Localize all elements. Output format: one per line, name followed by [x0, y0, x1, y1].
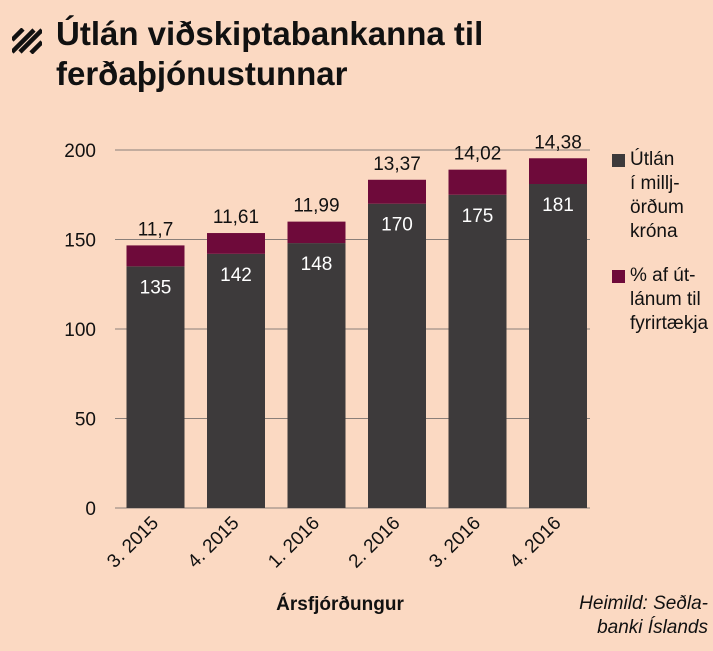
y-tick-label-0: 0 — [85, 499, 96, 520]
bar-loans-0 — [126, 266, 185, 508]
legend-label-loans-1: Útlán — [630, 149, 675, 170]
x-tick-label-5: 4. 2016 — [506, 513, 566, 573]
data-label-loans-2: 148 — [301, 254, 333, 275]
bar-loans-3 — [368, 203, 426, 508]
chart-title-line-2: ferðaþjónustunnar — [56, 55, 348, 92]
y-tick-label-150: 150 — [64, 231, 96, 252]
y-tick-label-50: 50 — [75, 410, 96, 431]
bars-layer — [126, 158, 587, 508]
bar-percent-2 — [287, 221, 346, 244]
data-label-loans-4: 175 — [462, 206, 494, 227]
bar-loans-4 — [448, 194, 507, 508]
data-label-percent-2: 11,99 — [293, 196, 339, 217]
bar-percent-5 — [529, 158, 587, 185]
data-label-percent-0: 11,7 — [138, 219, 174, 240]
x-tick-labels: 3. 2015 4. 2015 1. 2016 2. 2016 3. 2016 4. 20… — [103, 513, 565, 573]
source-line-2: banki Íslands — [597, 617, 708, 638]
legend-label-loans-4: króna — [630, 221, 678, 242]
bar-percent-3 — [368, 179, 426, 204]
data-label-percent-1: 11,61 — [213, 207, 259, 228]
chart-title: Útlán viðskiptabankanna til ferðaþjónust… — [56, 14, 676, 94]
legend-item-loans: Útlán í millj- örðum króna — [612, 148, 712, 244]
source-line-1: Heimild: Seðla- — [579, 593, 708, 614]
y-tick-label-200: 200 — [64, 141, 96, 162]
x-tick-label-2: 1. 2016 — [264, 513, 324, 573]
legend-item-percent: % af út- lánum til fyrirtækja — [612, 264, 712, 336]
y-tick-label-100: 100 — [64, 320, 96, 341]
x-tick-label-0: 3. 2015 — [103, 513, 163, 573]
x-axis-label: Ársfjórðungur — [276, 594, 404, 615]
bar-loans-1 — [207, 253, 265, 508]
x-tick-label-3: 2. 2016 — [345, 513, 405, 573]
data-label-loans-5: 181 — [542, 195, 574, 216]
chart-title-line-1: Útlán viðskiptabankanna til — [56, 15, 484, 52]
bar-percent-1 — [207, 233, 265, 254]
legend-swatch-percent — [612, 270, 625, 283]
bar-percent-0 — [126, 245, 185, 267]
data-label-percent-5: 14,38 — [534, 132, 582, 153]
data-label-percent-4: 14,02 — [454, 144, 502, 165]
labels-layer: 135 11,7 142 11,61 148 11,99 170 13,37 175 14,02 1… — [138, 132, 582, 298]
legend-label-loans-2: í millj- — [630, 173, 680, 194]
legend-label-percent-1: % af út- — [630, 265, 696, 286]
data-label-percent-3: 13,37 — [373, 154, 421, 175]
legend-swatch-loans — [612, 154, 625, 167]
legend-label-loans-3: örðum — [630, 197, 684, 218]
bar-percent-4 — [448, 169, 507, 195]
data-label-loans-3: 170 — [381, 215, 413, 236]
bar-loans-2 — [287, 243, 346, 508]
legend-label-percent-2: lánum til — [630, 289, 701, 310]
x-tick-label-4: 3. 2016 — [425, 513, 485, 573]
source-note: Heimild: Seðla- banki Íslands — [560, 592, 708, 640]
data-label-loans-1: 142 — [220, 265, 252, 286]
data-label-loans-0: 135 — [140, 277, 172, 298]
legend: Útlán í millj- örðum króna % af út- lánu… — [612, 148, 712, 336]
bar-loans-5 — [529, 184, 587, 508]
grid-layer: 0 50 100 150 200 — [64, 141, 590, 520]
hatch-icon — [12, 28, 42, 54]
legend-label-percent-3: fyrirtækja — [630, 313, 709, 334]
x-tick-label-1: 4. 2015 — [184, 513, 244, 573]
